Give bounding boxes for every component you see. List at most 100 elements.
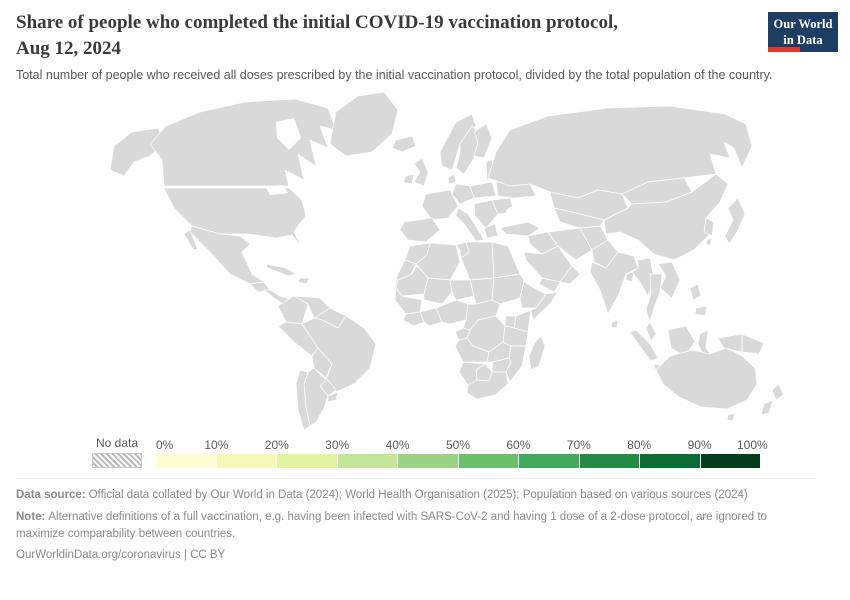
citation-link[interactable]: OurWorldinData.org/coronavirus | CC BY (16, 549, 226, 562)
region-central-asia[interactable] (553, 208, 605, 229)
region-australia[interactable] (655, 348, 758, 410)
region-philippines-luzon[interactable] (689, 284, 702, 301)
region-japan[interactable] (724, 198, 746, 245)
region-somalia[interactable] (530, 292, 559, 321)
legend-bin[interactable] (398, 454, 459, 469)
legend-bin[interactable] (519, 454, 580, 469)
region-tasmania[interactable] (726, 413, 736, 422)
legend-tick-label: 60% (506, 438, 531, 453)
note-line: Note: Alternative definitions of a full v… (16, 509, 816, 542)
legend-tick-label: 40% (385, 438, 410, 453)
region-uruguay[interactable] (327, 392, 339, 403)
legend-tick-label: 50% (445, 438, 471, 453)
region-sudan[interactable] (491, 274, 525, 305)
world-map (109, 92, 784, 431)
legend-tick-label: 0% (156, 438, 174, 453)
region-south-africa[interactable] (466, 372, 509, 400)
black-sea (506, 206, 528, 219)
region-denmark[interactable] (447, 174, 457, 185)
caspian-sea (542, 202, 552, 223)
region-philippines-mindanao[interactable] (694, 306, 708, 317)
region-malaysia[interactable] (645, 322, 657, 342)
region-sumatra[interactable] (629, 330, 659, 362)
region-finland[interactable] (473, 124, 493, 159)
great-lakes (266, 185, 288, 196)
region-egypt[interactable] (491, 242, 521, 279)
legend-bin[interactable] (700, 454, 760, 469)
chart-footer: Data source: Official data collated by Ou… (16, 478, 816, 564)
region-new-zealand-north[interactable] (771, 384, 784, 401)
map-legend: No data 0% 10% 20% 30% 40% 50% 60% 70% 80% 90% 100… (92, 436, 768, 469)
legend-tick-label: 10% (204, 438, 229, 453)
region-germany[interactable] (451, 184, 475, 205)
region-bolivia[interactable] (311, 348, 333, 379)
owid-logo[interactable]: Our World in Data (768, 12, 838, 52)
legend-no-data-swatch[interactable] (92, 453, 142, 469)
legend-bin[interactable] (156, 454, 217, 469)
region-cuba[interactable] (265, 264, 297, 277)
region-greece[interactable] (483, 224, 499, 239)
region-papua-new-guinea[interactable] (741, 334, 765, 355)
region-greenland[interactable] (329, 92, 399, 157)
legend-tick-label: 80% (627, 438, 652, 453)
region-poland[interactable] (469, 182, 497, 199)
legend-bin[interactable] (579, 454, 640, 469)
region-ireland[interactable] (402, 174, 415, 185)
region-sri-lanka[interactable] (610, 320, 619, 329)
legend-no-data: No data (92, 436, 142, 469)
region-iceland[interactable] (391, 136, 417, 153)
region-italy[interactable] (455, 208, 485, 242)
legend-tick-label: 70% (566, 438, 591, 453)
region-chile[interactable] (295, 370, 311, 431)
region-myanmar[interactable] (631, 258, 655, 297)
region-iberia[interactable] (399, 218, 441, 243)
region-sweden[interactable] (455, 126, 481, 175)
legend-scale: 0% 10% 20% 30% 40% 50% 60% 70% 80% 90% 100% (156, 438, 768, 469)
region-oman[interactable] (559, 266, 581, 285)
region-yemen[interactable] (538, 278, 561, 293)
region-vietnam[interactable] (657, 262, 681, 299)
region-borneo[interactable] (667, 326, 696, 357)
region-canada[interactable] (149, 99, 337, 187)
region-france[interactable] (421, 190, 459, 221)
region-niger[interactable] (449, 280, 475, 301)
region-mali[interactable] (423, 278, 453, 305)
legend-bin[interactable] (337, 454, 398, 469)
region-zimbabwe[interactable] (491, 358, 512, 373)
region-ivory-ghana[interactable] (419, 308, 443, 327)
legend-tick-label: 20% (264, 438, 289, 453)
region-uk[interactable] (413, 158, 429, 187)
legend-bin[interactable] (640, 454, 701, 469)
owid-logo-line2: in Data (783, 33, 823, 47)
region-thailand[interactable] (645, 274, 663, 323)
chart-header: Share of people who completed the initia… (0, 0, 850, 84)
region-hispaniola[interactable] (297, 278, 311, 285)
region-korea[interactable] (703, 218, 715, 237)
legend-tick-label: 90% (687, 438, 712, 453)
region-madagascar[interactable] (528, 336, 546, 371)
region-new-zealand-south[interactable] (760, 400, 774, 416)
world-map-container (80, 84, 850, 432)
legend-bar (156, 454, 760, 469)
region-turkey[interactable] (499, 222, 541, 237)
chart-subtitle: Total number of people who received all … (16, 68, 773, 83)
legend-no-data-label: No data (95, 436, 139, 451)
region-colombia[interactable] (277, 296, 309, 325)
owid-logo-line1: Our World (773, 16, 833, 31)
owid-logo-accent (768, 47, 800, 52)
region-taiwan[interactable] (705, 238, 713, 247)
legend-tick-label: 100% (736, 438, 768, 453)
region-iran[interactable] (547, 228, 593, 261)
note-text: Alternative definitions of a full vaccin… (16, 511, 767, 540)
region-baja[interactable] (183, 230, 199, 251)
region-bangladesh[interactable] (625, 272, 635, 283)
region-mexico[interactable] (189, 226, 265, 285)
data-source-text: Official data collated by Our World in D… (88, 489, 748, 502)
legend-bin[interactable] (277, 454, 338, 469)
region-balkans[interactable] (473, 200, 499, 229)
legend-ticks: 0% 10% 20% 30% 40% 50% 60% 70% 80% 90% 100% (156, 438, 768, 454)
region-sierra-leone-liberia[interactable] (402, 312, 425, 327)
legend-bin[interactable] (458, 454, 519, 469)
legend-bin[interactable] (216, 454, 277, 469)
